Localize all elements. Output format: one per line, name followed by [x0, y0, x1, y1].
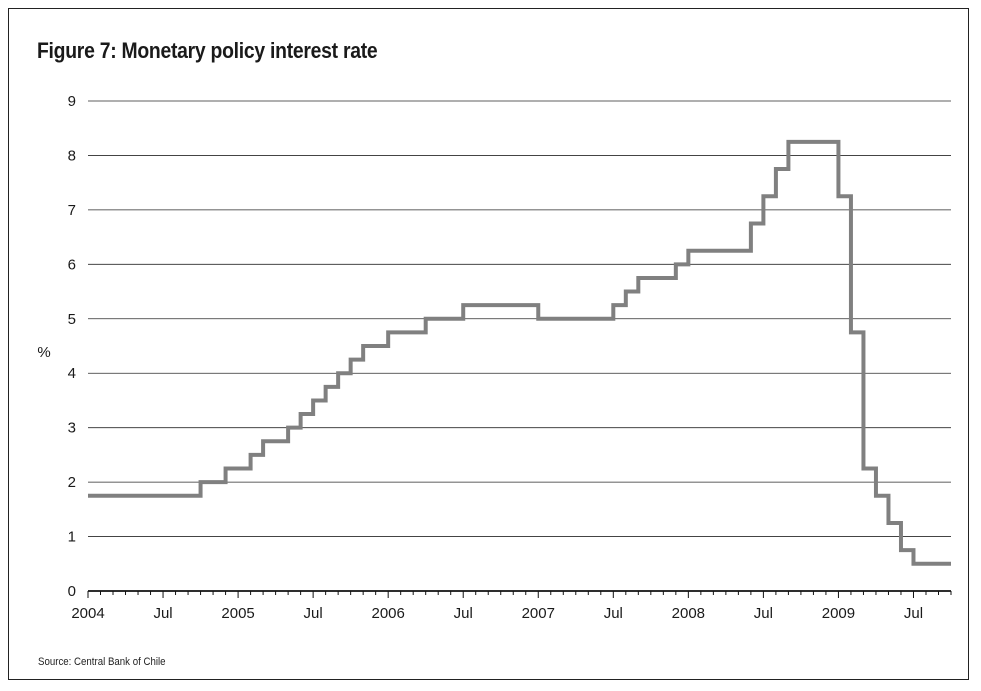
- y-axis-label: %: [37, 344, 50, 361]
- gridlines: [88, 100, 951, 537]
- x-tick-label: Jul: [454, 605, 473, 622]
- x-tick-label: 2009: [822, 605, 855, 622]
- y-tick-label: 3: [68, 420, 76, 437]
- y-tick-label: 6: [68, 256, 76, 273]
- chart-title: Figure 7: Monetary policy interest rate: [37, 38, 378, 63]
- x-tick-label: Jul: [904, 605, 923, 622]
- x-tick-label: 2007: [522, 605, 555, 622]
- y-tick-label: 0: [68, 583, 76, 600]
- x-axis: 2004 Jul 2005 Jul 2006 Jul 2007 Jul 2008 Jul 2009 J…: [71, 590, 952, 622]
- x-tick-label: Jul: [153, 605, 172, 622]
- x-tick-label: Jul: [304, 605, 323, 622]
- y-tick-label: 9: [68, 93, 76, 110]
- x-tick-label: 2008: [672, 605, 705, 622]
- x-tick-label: 2006: [371, 605, 404, 622]
- y-tick-label: 8: [68, 147, 76, 164]
- series-group: [88, 139, 951, 566]
- x-tick-label: Jul: [604, 605, 623, 622]
- y-tick-label: 2: [68, 474, 76, 491]
- y-tick-label: 5: [68, 311, 76, 328]
- x-tick-label: 2004: [71, 605, 104, 622]
- y-tick-label: 7: [68, 202, 76, 219]
- series-line-policy-rate: [88, 139, 951, 566]
- x-tick-label: Jul: [754, 605, 773, 622]
- x-tick-label: 2005: [221, 605, 254, 622]
- source-note: Source: Central Bank of Chile: [38, 656, 166, 668]
- y-tick-label: 1: [68, 529, 76, 546]
- y-tick-label: 4: [68, 365, 76, 382]
- y-axis-ticks: 0 1 2 3 4 5 6 7 8 9: [68, 93, 76, 600]
- figure-frame: [8, 8, 969, 680]
